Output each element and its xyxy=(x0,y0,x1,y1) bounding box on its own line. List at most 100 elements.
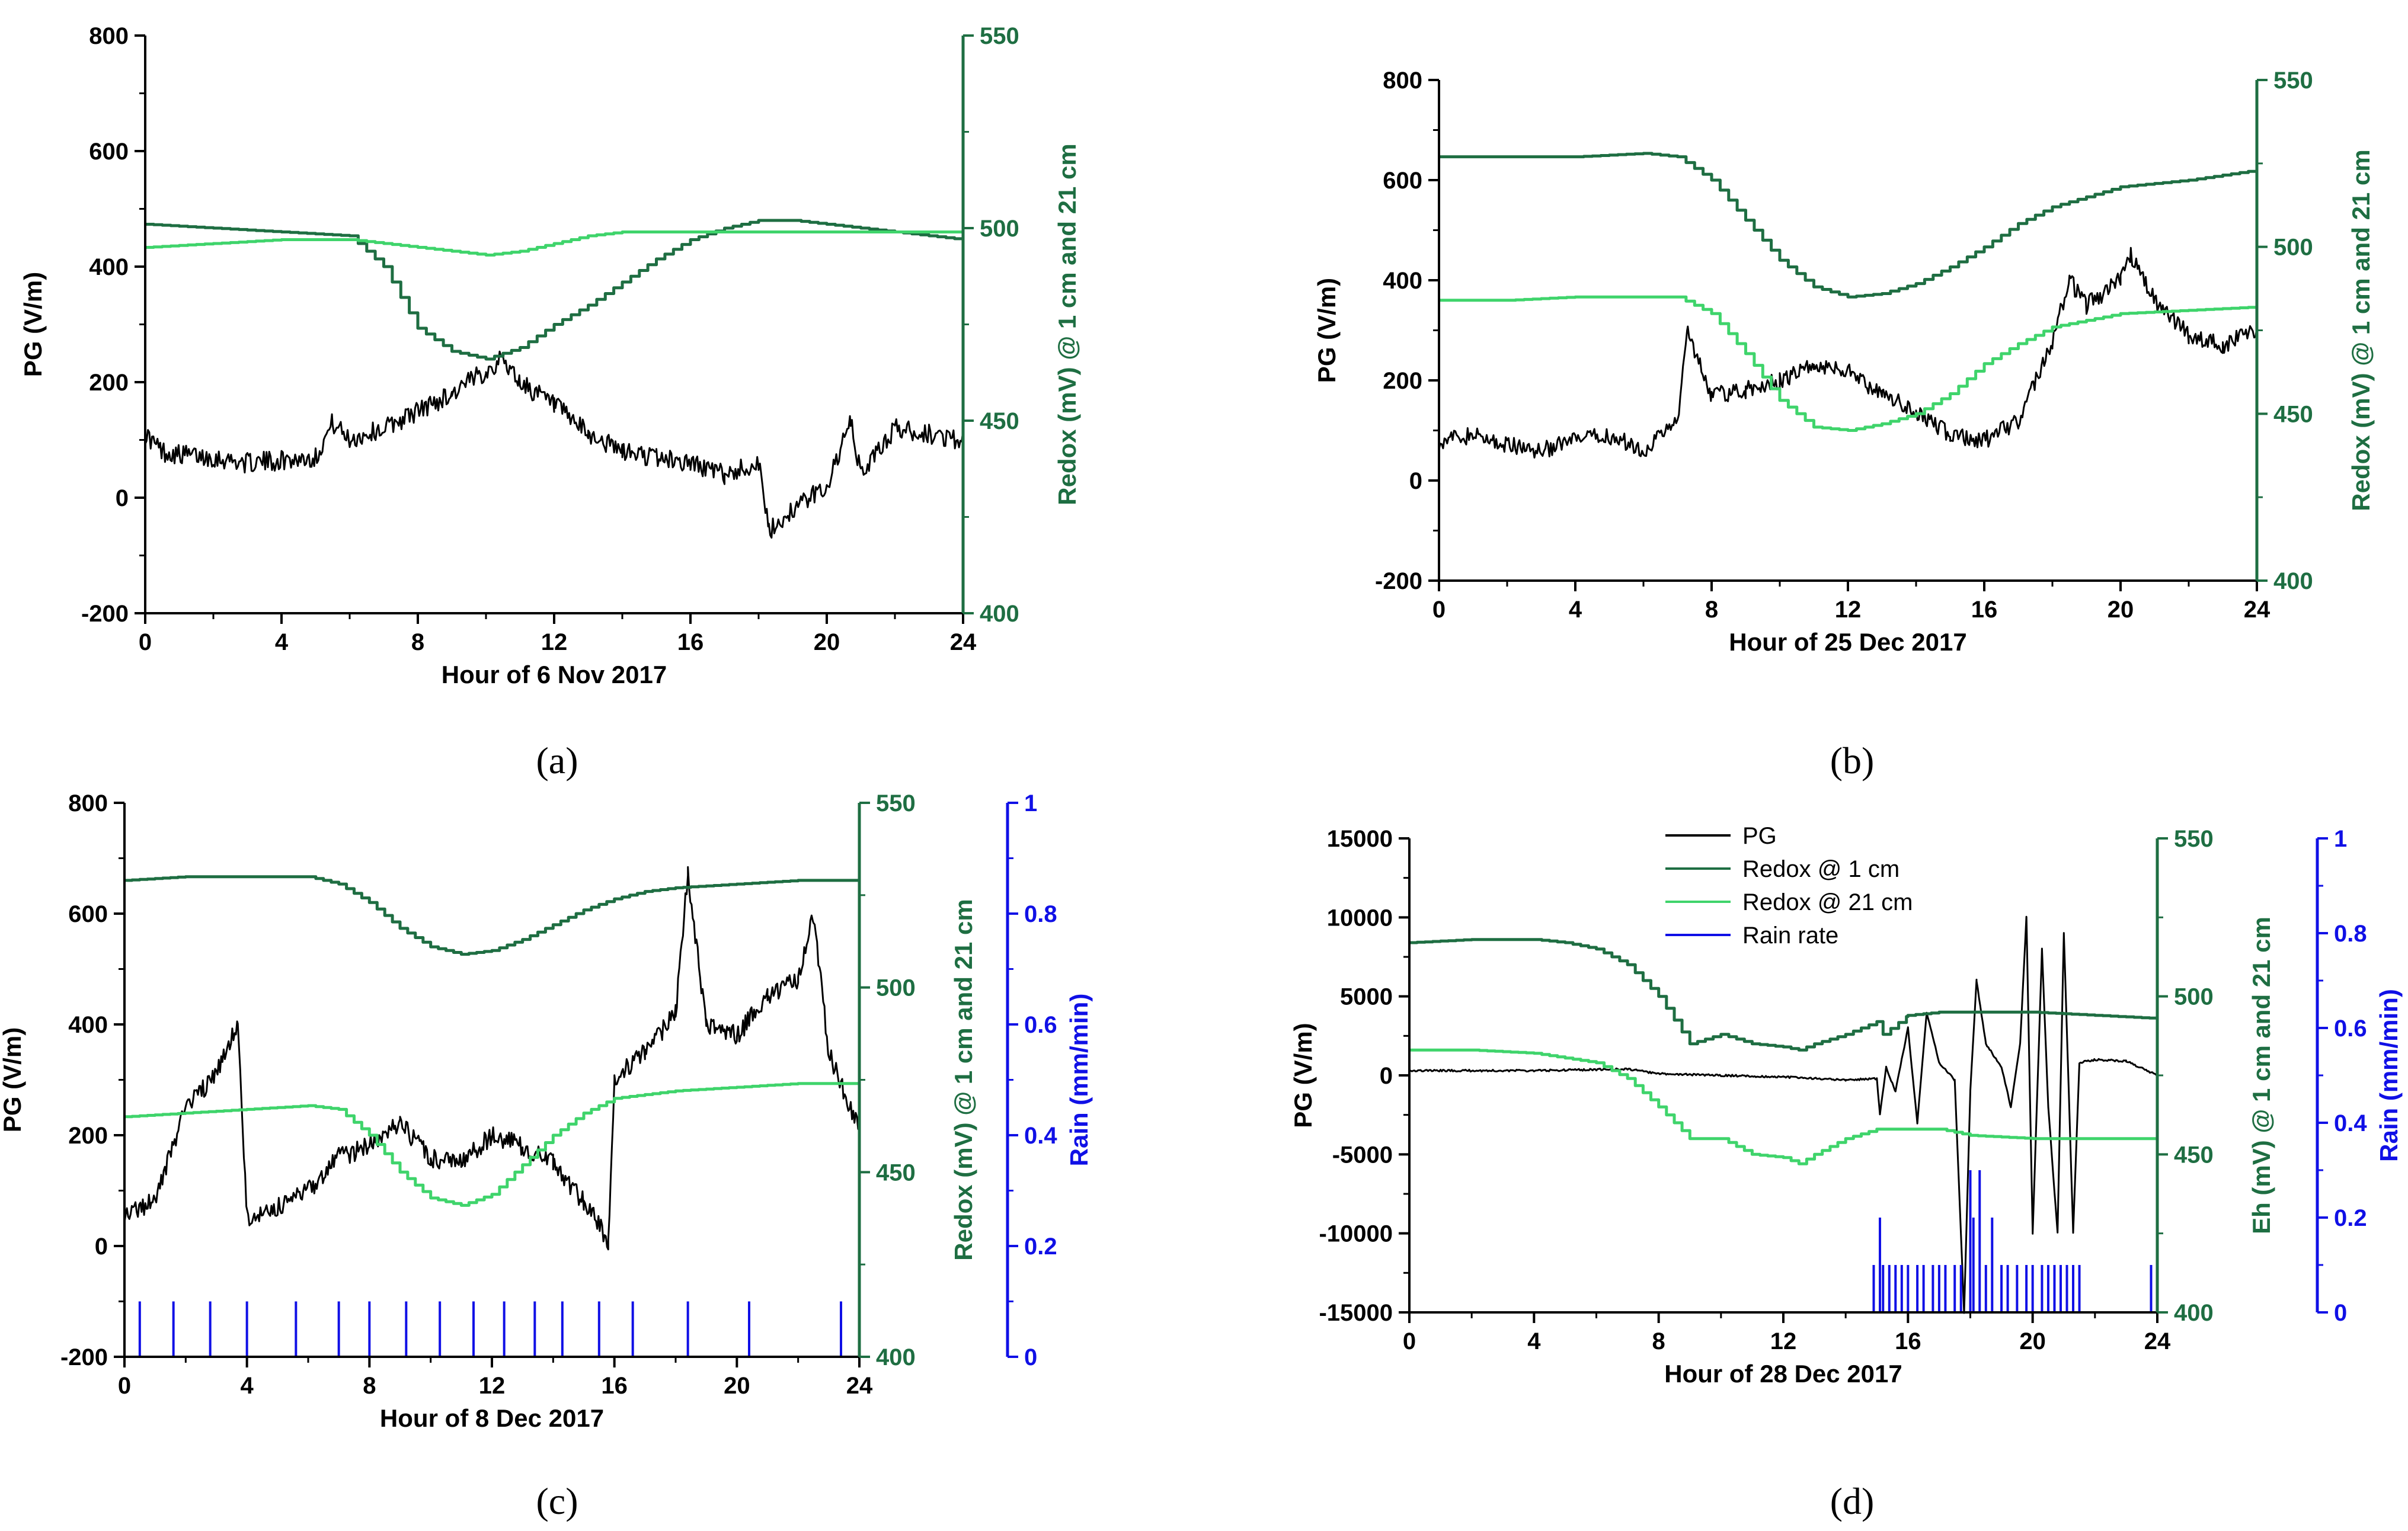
y-right-tick-label: 450 xyxy=(876,1160,916,1186)
y-left-tick-label: 0 xyxy=(1380,1063,1393,1089)
y-right-tick-label: 400 xyxy=(980,601,1019,627)
y-rain-tick-label: 0.4 xyxy=(2334,1110,2367,1136)
y-left-tick-label: -200 xyxy=(81,601,129,627)
x-tick-label: 16 xyxy=(677,629,704,655)
y-left-tick-label: 0 xyxy=(95,1234,108,1260)
y-right-tick-label: 550 xyxy=(876,790,916,816)
x-tick-label: 12 xyxy=(541,629,568,655)
y-axis-right-label-d: Eh (mV) @ 1 cm and 21 cm xyxy=(2247,917,2275,1234)
y-rain-tick-label: 0.2 xyxy=(1024,1234,1057,1260)
y-left-tick-label: 400 xyxy=(89,254,129,280)
y-left-tick-label: 0 xyxy=(116,485,129,511)
line-pg-d xyxy=(1409,915,2158,1314)
y-left-tick-label: -10000 xyxy=(1319,1221,1393,1247)
x-axis-label-b: Hour of 25 Dec 2017 xyxy=(1729,628,1967,656)
line-redox-1cm-b xyxy=(1439,152,2259,299)
rain-bars-d xyxy=(1872,1170,2153,1312)
legend-label: Rain rate xyxy=(1742,923,1838,949)
x-tick-label: 4 xyxy=(275,629,289,655)
panel-d: 0 4 8 12 16 20 24 Hour of 28 Dec 2017 -15000 -100… xyxy=(1289,823,2403,1388)
line-pg-b xyxy=(1438,246,2258,459)
x-tick-label: 8 xyxy=(1705,597,1718,623)
y-right-tick-label: 500 xyxy=(2174,984,2214,1010)
x-tick-label: 20 xyxy=(724,1373,750,1399)
y-left-tick-label: 400 xyxy=(68,1012,108,1038)
y-axis-left-label-d: PG (V/m) xyxy=(1289,1023,1317,1128)
y-left-tick-label: 15000 xyxy=(1327,826,1393,852)
y-right-tick-label: 400 xyxy=(2273,568,2313,594)
y-left-tick-label: -5000 xyxy=(1332,1142,1393,1168)
x-tick-label: 16 xyxy=(1895,1328,1921,1354)
x-tick-label: 20 xyxy=(2108,597,2134,623)
x-tick-label: 12 xyxy=(479,1373,506,1399)
y-rain-tick-label: 0.8 xyxy=(1024,901,1057,927)
y-left-tick-label: 800 xyxy=(68,790,108,816)
y-axis-left-label-b: PG (V/m) xyxy=(1313,278,1341,383)
y-left-tick-label: 0 xyxy=(1409,468,1422,494)
y-left-tick-label: 10000 xyxy=(1327,905,1393,931)
y-left-tick-label: 400 xyxy=(1383,268,1422,294)
y-left-tick-label: -200 xyxy=(60,1344,108,1370)
y-left-tick-label: -200 xyxy=(1375,568,1422,594)
caption-c: (c) xyxy=(536,1480,578,1522)
y-right-tick-label: 400 xyxy=(876,1344,916,1370)
y-rain-tick-label: 0 xyxy=(1024,1344,1037,1370)
y-axis-rain-label-c: Rain (mm/min) xyxy=(1065,994,1093,1167)
x-tick-label: 0 xyxy=(1403,1328,1416,1354)
y-rain-tick-label: 1 xyxy=(2334,826,2347,852)
x-tick-label: 24 xyxy=(2144,1328,2171,1354)
x-tick-label: 16 xyxy=(601,1373,628,1399)
x-tick-label: 0 xyxy=(1432,597,1446,623)
x-tick-label: 0 xyxy=(118,1373,131,1399)
x-tick-label: 8 xyxy=(1652,1328,1665,1354)
panel-c: 0 4 8 12 16 20 24 Hour of 8 Dec 2017 -200 0 200 400… xyxy=(0,790,1093,1432)
y-rain-tick-label: 1 xyxy=(1024,790,1037,816)
x-tick-label: 24 xyxy=(2244,597,2271,623)
x-axis-label-a: Hour of 6 Nov 2017 xyxy=(442,661,667,688)
y-right-tick-label: 550 xyxy=(980,23,1019,49)
x-tick-label: 4 xyxy=(1569,597,1582,623)
x-tick-label: 24 xyxy=(846,1373,873,1399)
y-axis-right-label-a: Redox (mV) @ 1 cm and 21 cm xyxy=(1053,143,1081,505)
x-tick-label: 4 xyxy=(241,1373,254,1399)
y-rain-tick-label: 0.8 xyxy=(2334,921,2367,947)
y-right-tick-label: 550 xyxy=(2174,826,2214,852)
x-tick-label: 20 xyxy=(2019,1328,2046,1354)
y-left-tick-label: 600 xyxy=(89,139,129,165)
x-tick-label: 24 xyxy=(950,629,977,655)
legend-label: Redox @ 21 cm xyxy=(1742,889,1913,915)
x-axis-label-d: Hour of 28 Dec 2017 xyxy=(1664,1360,1902,1388)
caption-d: (d) xyxy=(1830,1480,1875,1522)
line-redox-21cm-b xyxy=(1439,295,2259,432)
legend-label: PG xyxy=(1742,823,1777,849)
y-right-tick-label: 500 xyxy=(876,975,916,1001)
y-axis-rain-label-d: Rain (mm/min) xyxy=(2375,989,2403,1162)
caption-b: (b) xyxy=(1830,739,1875,781)
panel-a: 0 4 8 12 16 20 24 Hour of 6 Nov 2017 -200 0 200 400… xyxy=(19,23,1081,688)
legend-label: Redox @ 1 cm xyxy=(1742,856,1899,882)
caption-a: (a) xyxy=(536,739,578,781)
y-right-tick-label: 450 xyxy=(980,408,1019,434)
y-axis-right-label-c: Redox (mV) @ 1 cm and 21 cm xyxy=(949,899,977,1260)
y-right-tick-label: 500 xyxy=(2273,235,2313,261)
rain-bars-c xyxy=(138,1301,842,1357)
x-tick-label: 12 xyxy=(1770,1328,1797,1354)
line-pg-a xyxy=(144,350,964,539)
y-right-tick-label: 500 xyxy=(980,216,1019,242)
x-axis-label-c: Hour of 8 Dec 2017 xyxy=(380,1404,604,1432)
line-redox-21cm-d xyxy=(1409,1048,2157,1165)
x-tick-label: 8 xyxy=(363,1373,376,1399)
y-left-tick-label: 5000 xyxy=(1340,984,1393,1010)
line-pg-c xyxy=(123,866,861,1251)
y-axis-left-label-c: PG (V/m) xyxy=(0,1027,26,1132)
y-right-tick-label: 450 xyxy=(2174,1142,2214,1168)
y-left-tick-label: -15000 xyxy=(1319,1300,1393,1326)
y-axis-left-label-a: PG (V/m) xyxy=(19,272,47,377)
x-tick-label: 16 xyxy=(1971,597,1998,623)
line-redox-21cm-a xyxy=(145,230,963,257)
y-left-tick-label: 800 xyxy=(89,23,129,49)
legend-d: PG Redox @ 1 cm Redox @ 21 cm Rain rate xyxy=(1665,823,1913,949)
line-redox-21cm-c xyxy=(124,1082,859,1207)
line-redox-1cm-a xyxy=(145,219,965,361)
